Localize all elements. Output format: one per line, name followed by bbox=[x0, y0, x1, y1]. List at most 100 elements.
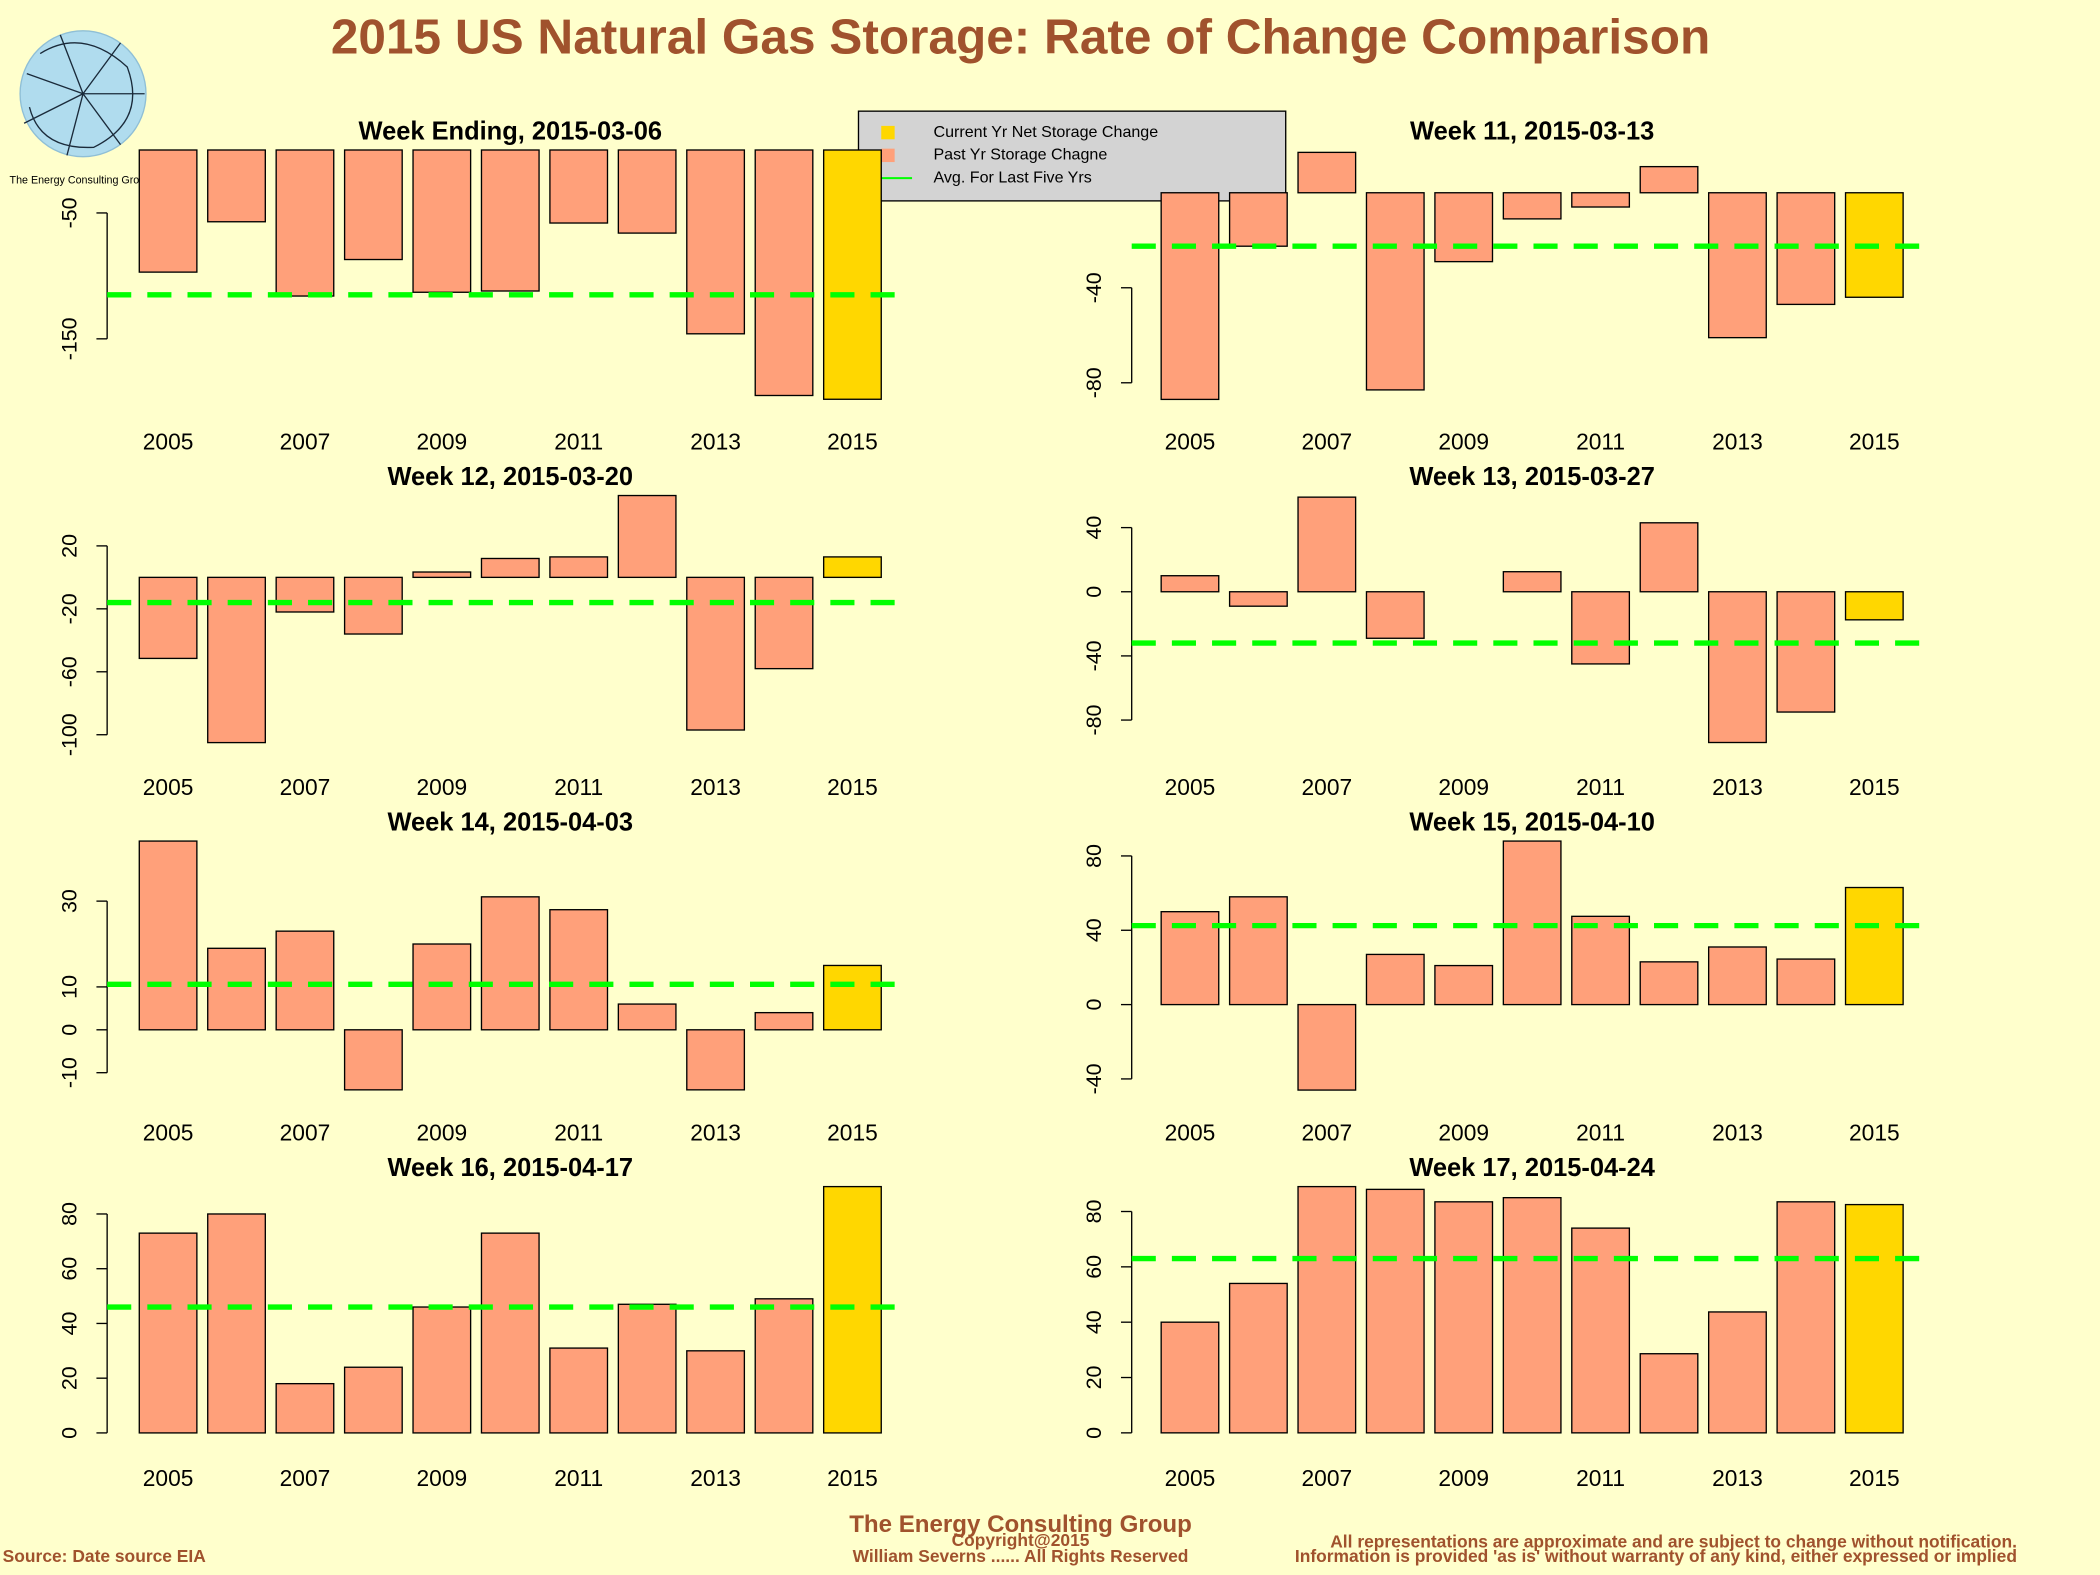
x-tick-label: 2009 bbox=[417, 428, 468, 454]
x-tick-label: 2013 bbox=[690, 1465, 741, 1491]
x-tick-label: 2011 bbox=[554, 1465, 603, 1491]
bar bbox=[617, 1003, 677, 1031]
bar bbox=[207, 947, 266, 1031]
x-tick-label: 2009 bbox=[1438, 774, 1489, 800]
bar bbox=[822, 556, 882, 579]
bar bbox=[549, 149, 609, 224]
legend-label: Current Yr Net Storage Change bbox=[933, 123, 1158, 141]
x-tick-label: 2015 bbox=[827, 1465, 878, 1491]
bar bbox=[1297, 1003, 1357, 1091]
bar bbox=[1297, 151, 1357, 194]
y-tick-label: 40 bbox=[58, 1311, 82, 1335]
bar bbox=[549, 909, 609, 1031]
bar bbox=[1502, 840, 1562, 1006]
bar bbox=[275, 149, 335, 297]
bar bbox=[207, 149, 266, 223]
x-tick-label: 2007 bbox=[1302, 1119, 1353, 1145]
bar bbox=[1365, 192, 1425, 391]
bar bbox=[1844, 1203, 1904, 1434]
x-tick-label: 2013 bbox=[690, 428, 741, 454]
bar bbox=[1228, 1282, 1288, 1434]
bar bbox=[1571, 915, 1631, 1006]
x-tick-label: 2007 bbox=[1302, 1465, 1353, 1491]
x-tick-label: 2011 bbox=[554, 774, 603, 800]
bar bbox=[412, 571, 472, 579]
x-tick-label: 2013 bbox=[1712, 1465, 1763, 1491]
y-tick-label: 20 bbox=[1082, 1366, 1106, 1390]
y-tick-label: 0 bbox=[1082, 1427, 1106, 1439]
legend: Current Yr Net Storage Change Past Yr Sto… bbox=[857, 110, 1287, 202]
x-tick-label: 2007 bbox=[1302, 774, 1353, 800]
x-tick-label: 2009 bbox=[417, 774, 468, 800]
x-tick-label: 2015 bbox=[827, 1119, 878, 1145]
panel: Week 11, 2015-03-13 2005 2007 2009 2011 2013 2… bbox=[1082, 117, 1926, 454]
bar bbox=[412, 1306, 472, 1434]
bar bbox=[1160, 575, 1220, 593]
y-tick-label: 80 bbox=[1082, 844, 1106, 868]
x-tick-label: 2011 bbox=[1576, 1119, 1625, 1145]
panel-title: Week Ending, 2015-03-06 bbox=[359, 117, 663, 145]
bar bbox=[138, 1232, 198, 1434]
y-tick-label: -10 bbox=[58, 1057, 82, 1088]
x-tick-label: 2013 bbox=[1712, 774, 1763, 800]
y-tick-label: -40 bbox=[1082, 272, 1106, 303]
bar bbox=[343, 1029, 403, 1091]
bar bbox=[1228, 896, 1288, 1006]
y-tick-label: 80 bbox=[58, 1202, 82, 1226]
x-tick-label: 2005 bbox=[1165, 1119, 1216, 1145]
bar bbox=[754, 576, 814, 670]
bar bbox=[1571, 1227, 1631, 1434]
x-tick-label: 2013 bbox=[690, 1119, 741, 1145]
y-tick-label: -40 bbox=[1082, 1063, 1106, 1094]
x-tick-label: 2007 bbox=[280, 428, 331, 454]
y-tick-label: 40 bbox=[1082, 516, 1106, 540]
footer-copyright: Copyright@2015 bbox=[952, 1530, 1090, 1550]
bar bbox=[617, 149, 677, 234]
bar bbox=[138, 149, 198, 273]
bar bbox=[138, 840, 198, 1031]
bar bbox=[1228, 192, 1288, 247]
x-tick-label: 2007 bbox=[280, 1119, 331, 1145]
bar bbox=[617, 494, 677, 579]
bar bbox=[480, 1232, 540, 1434]
y-tick-label: 0 bbox=[1082, 999, 1106, 1011]
bar bbox=[343, 1366, 403, 1434]
bar bbox=[1365, 953, 1425, 1006]
panel-title: Week 12, 2015-03-20 bbox=[387, 463, 633, 491]
bar bbox=[343, 576, 403, 635]
y-tick-label: -40 bbox=[1082, 640, 1106, 671]
x-tick-label: 2013 bbox=[690, 774, 741, 800]
panel-title: Week 13, 2015-03-27 bbox=[1409, 463, 1655, 491]
x-tick-label: 2009 bbox=[1438, 1119, 1489, 1145]
x-tick-label: 2005 bbox=[143, 428, 194, 454]
bar bbox=[1502, 192, 1562, 220]
panel-title: Week 15, 2015-04-10 bbox=[1409, 808, 1655, 836]
y-tick-label: -80 bbox=[1082, 705, 1106, 736]
bar bbox=[1776, 591, 1836, 713]
x-tick-label: 2005 bbox=[1165, 1465, 1216, 1491]
bar bbox=[1707, 192, 1767, 339]
x-tick-label: 2005 bbox=[143, 1119, 194, 1145]
bar bbox=[686, 1350, 746, 1434]
bar bbox=[1502, 571, 1562, 593]
footer-company: The Energy Consulting Group bbox=[849, 1511, 1192, 1538]
panel: Week 16, 2015-04-17 2005 2007 2009 2011 2013 2… bbox=[58, 1154, 905, 1491]
x-tick-label: 2015 bbox=[827, 774, 878, 800]
footer-author: William Severns ...... All Rights Reserv… bbox=[853, 1546, 1189, 1566]
y-tick-label: -80 bbox=[1082, 367, 1106, 398]
legend-swatch bbox=[881, 148, 895, 163]
x-tick-label: 2015 bbox=[1849, 774, 1900, 800]
bar bbox=[1707, 1311, 1767, 1434]
x-tick-label: 2009 bbox=[1438, 428, 1489, 454]
bar bbox=[480, 149, 540, 292]
bar bbox=[1365, 591, 1425, 639]
x-tick-label: 2005 bbox=[1165, 428, 1216, 454]
y-tick-label: 0 bbox=[1082, 586, 1106, 598]
x-tick-label: 2007 bbox=[1302, 428, 1353, 454]
y-tick-label: -50 bbox=[58, 197, 82, 228]
x-tick-label: 2011 bbox=[554, 428, 603, 454]
bar bbox=[1434, 192, 1494, 263]
panel: Week 17, 2015-04-24 2005 2007 2009 2011 2013 2… bbox=[1082, 1154, 1926, 1491]
bar bbox=[412, 149, 472, 293]
